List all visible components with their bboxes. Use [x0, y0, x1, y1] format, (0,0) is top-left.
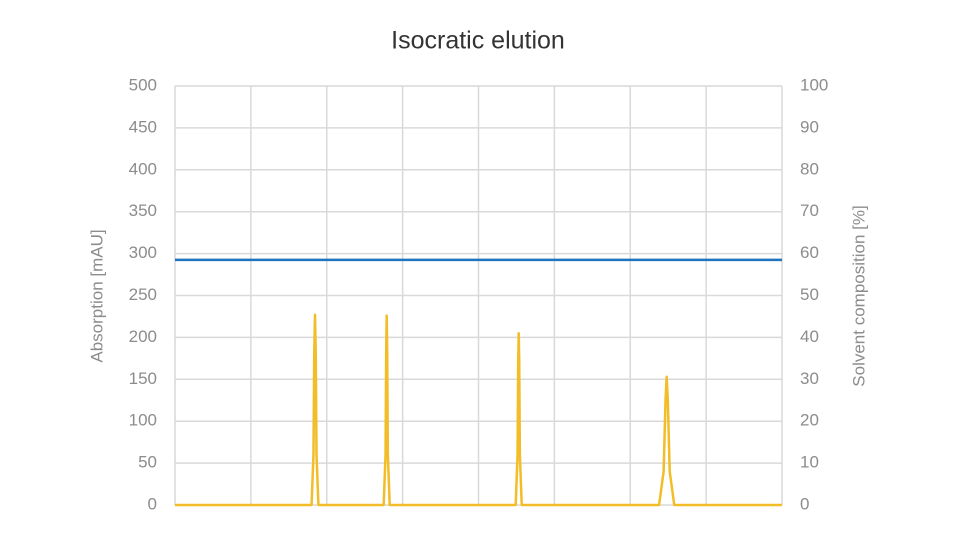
y2-tick-label: 50: [800, 285, 819, 304]
y-tick-label: 250: [129, 285, 157, 304]
y-tick-label: 300: [129, 243, 157, 262]
y2-tick-label: 0: [800, 494, 809, 513]
y2-tick-label: 60: [800, 243, 819, 262]
y-tick-label: 400: [129, 159, 157, 178]
y-tick-label: 450: [129, 117, 157, 136]
series-line: [175, 313, 782, 507]
y2-tick-label: 10: [800, 453, 819, 472]
y-axis-label: Absorption [mAU]: [87, 229, 106, 362]
y2-tick-label: 20: [800, 411, 819, 430]
y-tick-label: 150: [129, 369, 157, 388]
y2-axis-label: Solvent composition [%]: [849, 205, 868, 386]
y-tick-label: 0: [148, 494, 157, 513]
y2-tick-label: 90: [800, 117, 819, 136]
y-tick-label: 350: [129, 201, 157, 220]
y-tick-label: 50: [138, 453, 157, 472]
chart-title: Isocratic elution: [391, 27, 565, 55]
y-tick-label: 500: [129, 75, 157, 94]
y2-tick-label: 30: [800, 369, 819, 388]
y2-tick-label: 70: [800, 201, 819, 220]
y2-tick-label: 40: [800, 327, 819, 346]
y2-tick-label: 100: [800, 75, 828, 94]
y2-tick-label: 80: [800, 159, 819, 178]
y-tick-label: 200: [129, 327, 157, 346]
y-tick-label: 100: [129, 411, 157, 430]
